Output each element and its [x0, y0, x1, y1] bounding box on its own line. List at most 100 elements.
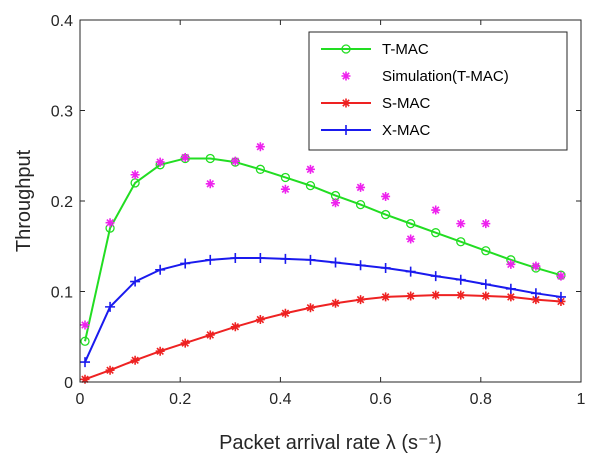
- x-tick-label: 0.2: [169, 391, 191, 408]
- data-point-s-mac: [506, 292, 516, 302]
- data-point-x-mac: [105, 301, 116, 312]
- legend-marker-simulation-t-mac: [341, 71, 351, 81]
- data-point-t-mac: [456, 237, 466, 247]
- data-point-simulation-t-mac: [331, 198, 341, 208]
- data-point-t-mac: [355, 199, 366, 210]
- data-point-s-mac: [80, 374, 90, 384]
- data-point-simulation-t-mac: [205, 179, 215, 189]
- y-tick-label: 0.1: [51, 285, 73, 302]
- legend-marker-s-mac: [341, 98, 351, 108]
- data-point-x-mac: [555, 291, 566, 302]
- data-point-x-mac: [480, 279, 491, 290]
- data-point-x-mac: [155, 264, 166, 275]
- data-point-s-mac: [280, 308, 290, 318]
- series-simulation-t-mac: [80, 142, 566, 330]
- data-point-simulation-t-mac: [531, 261, 541, 271]
- x-axis-label: Packet arrival rate λ (s⁻¹): [219, 432, 442, 454]
- x-tick-label: 0.4: [269, 391, 291, 408]
- series-line-x-mac: [84, 257, 562, 363]
- data-point-x-mac: [355, 260, 366, 271]
- legend-label-simulation-t-mac: Simulation(T-MAC): [382, 68, 509, 85]
- data-point-simulation-t-mac: [406, 234, 416, 244]
- data-point-x-mac: [130, 276, 141, 287]
- data-point-simulation-t-mac: [280, 184, 290, 194]
- data-point-s-mac: [230, 322, 240, 332]
- data-point-x-mac: [455, 274, 466, 285]
- data-point-s-mac: [155, 346, 165, 356]
- axis-ticks: 0 0.2 0.4 0.6 0.8 1 0 0.1 0.2 0.3 0.4: [51, 13, 586, 408]
- data-point-t-mac: [280, 172, 291, 183]
- data-point-simulation-t-mac: [130, 170, 140, 180]
- x-tick-label: 1: [577, 391, 586, 408]
- data-point-simulation-t-mac: [105, 218, 115, 228]
- legend-marker-x-mac: [341, 125, 351, 135]
- data-point-x-mac: [280, 253, 291, 264]
- data-point-t-mac: [481, 246, 491, 256]
- data-point-t-mac: [406, 218, 416, 229]
- data-point-simulation-t-mac: [230, 156, 240, 166]
- data-point-x-mac: [180, 258, 191, 269]
- data-point-s-mac: [381, 292, 391, 302]
- data-point-x-mac: [505, 283, 516, 294]
- data-point-t-mac: [380, 209, 391, 220]
- series-s-mac: [80, 290, 566, 384]
- data-point-simulation-t-mac: [481, 219, 491, 229]
- data-point-s-mac: [130, 355, 140, 365]
- data-point-s-mac: [481, 291, 491, 301]
- data-point-x-mac: [430, 271, 441, 282]
- data-point-s-mac: [356, 295, 366, 305]
- data-point-simulation-t-mac: [155, 157, 165, 167]
- data-point-t-mac: [431, 228, 441, 238]
- data-point-x-mac: [530, 288, 541, 299]
- data-point-x-mac: [305, 254, 316, 265]
- data-point-simulation-t-mac: [506, 259, 516, 269]
- plot-marks: [80, 142, 566, 384]
- data-point-x-mac: [405, 266, 416, 277]
- y-tick-label: 0.2: [51, 194, 73, 211]
- series-t-mac: [80, 153, 566, 346]
- data-point-simulation-t-mac: [180, 153, 190, 163]
- data-point-s-mac: [406, 291, 416, 301]
- series-line-s-mac: [84, 294, 562, 381]
- x-tick-label: 0.8: [470, 391, 492, 408]
- data-point-simulation-t-mac: [556, 271, 566, 281]
- y-tick-label: 0.3: [51, 104, 73, 121]
- data-point-x-mac: [330, 257, 341, 268]
- legend: T-MAC Simulation(T-MAC) S-MAC X-MAC: [308, 31, 568, 151]
- data-point-t-mac: [255, 164, 266, 174]
- data-point-s-mac: [531, 295, 541, 305]
- x-tick-label: 0: [76, 391, 85, 408]
- y-tick-label: 0.4: [51, 13, 73, 30]
- legend-label-t-mac: T-MAC: [382, 41, 429, 58]
- legend-marker-t-mac: [341, 44, 351, 54]
- data-point-t-mac: [305, 180, 316, 191]
- data-point-x-mac: [80, 357, 91, 368]
- data-point-s-mac: [255, 315, 265, 325]
- data-point-t-mac: [80, 336, 90, 346]
- data-point-t-mac: [205, 153, 215, 164]
- data-point-simulation-t-mac: [431, 205, 441, 215]
- data-point-simulation-t-mac: [356, 182, 366, 192]
- data-point-simulation-t-mac: [456, 219, 466, 229]
- data-point-simulation-t-mac: [381, 191, 391, 201]
- series-x-mac: [80, 253, 566, 368]
- data-point-x-mac: [255, 253, 266, 264]
- y-tick-label: 0: [64, 375, 73, 392]
- data-point-x-mac: [205, 254, 216, 265]
- data-point-simulation-t-mac: [80, 320, 90, 330]
- data-point-simulation-t-mac: [255, 142, 265, 152]
- data-point-x-mac: [230, 253, 241, 264]
- data-point-s-mac: [456, 290, 466, 300]
- y-axis-label: Throughput: [13, 149, 35, 252]
- data-point-x-mac: [380, 262, 391, 273]
- data-point-s-mac: [180, 338, 190, 348]
- data-point-s-mac: [105, 365, 115, 375]
- data-point-s-mac: [331, 298, 341, 308]
- legend-label-x-mac: X-MAC: [382, 122, 431, 139]
- x-tick-label: 0.6: [369, 391, 391, 408]
- legend-label-s-mac: S-MAC: [382, 95, 431, 112]
- data-point-s-mac: [305, 303, 315, 313]
- data-point-simulation-t-mac: [305, 164, 315, 174]
- data-point-s-mac: [431, 290, 441, 300]
